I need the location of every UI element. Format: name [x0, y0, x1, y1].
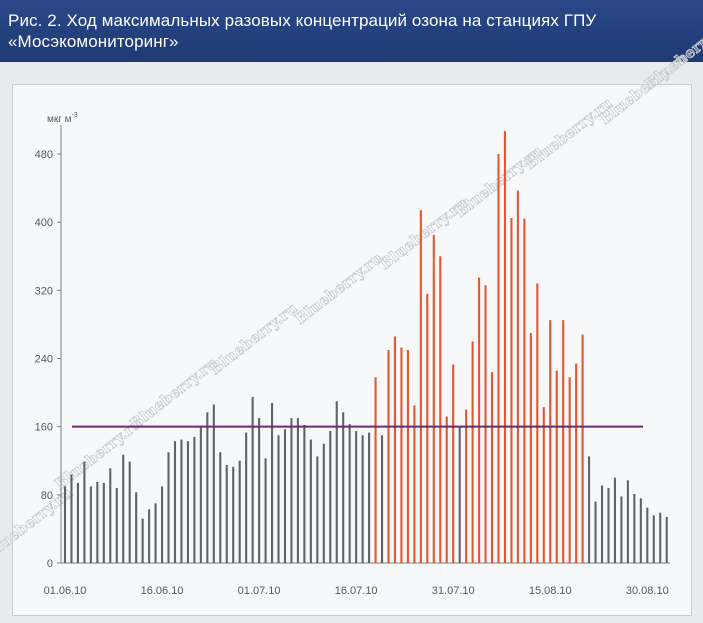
y-tick-label: 160 [35, 422, 53, 434]
y-axis-label: мкг м-3 [47, 112, 78, 125]
bar-series [63, 131, 668, 563]
y-tick-label: 0 [47, 558, 53, 570]
x-tick-label: 16.07.10 [335, 585, 378, 597]
x-tick-labels: 01.06.10 16.06.10 01.07.10 16.07.10 31.07.10… [44, 585, 669, 597]
figure-header: Рис. 2. Ход максимальных разовых концент… [0, 0, 703, 62]
y-tick-labels: 0 80 160 240 320 400 480 [35, 149, 61, 570]
y-tick-label: 80 [41, 490, 53, 502]
watermark-layer: Blueberry.ruBlueberry.ruBlueberry.ruBlue… [0, 13, 703, 563]
y-tick-label: 240 [35, 354, 53, 366]
y-tick-label: 320 [35, 285, 53, 297]
axes-layer [60, 125, 670, 564]
watermark-outline: Blueberry.ru [521, 94, 615, 173]
figure-title: Рис. 2. Ход максимальных разовых концент… [8, 11, 597, 51]
x-tick-label: 01.06.10 [44, 585, 87, 597]
x-tick-label: 30.08.10 [626, 585, 669, 597]
x-tick-label: 01.07.10 [238, 585, 281, 597]
x-tick-label: 16.06.10 [141, 585, 184, 597]
x-tick-label: 31.07.10 [432, 585, 475, 597]
y-tick-label: 400 [35, 217, 53, 229]
watermark-outline: Blueberry.ru [206, 299, 300, 378]
x-tick-label: 15.08.10 [529, 585, 572, 597]
watermark-outline: Blueberry.ru [291, 249, 385, 328]
y-tick-label: 480 [35, 149, 53, 161]
chart-panel [12, 84, 692, 616]
y-axis-label-superscript: -3 [72, 112, 78, 119]
